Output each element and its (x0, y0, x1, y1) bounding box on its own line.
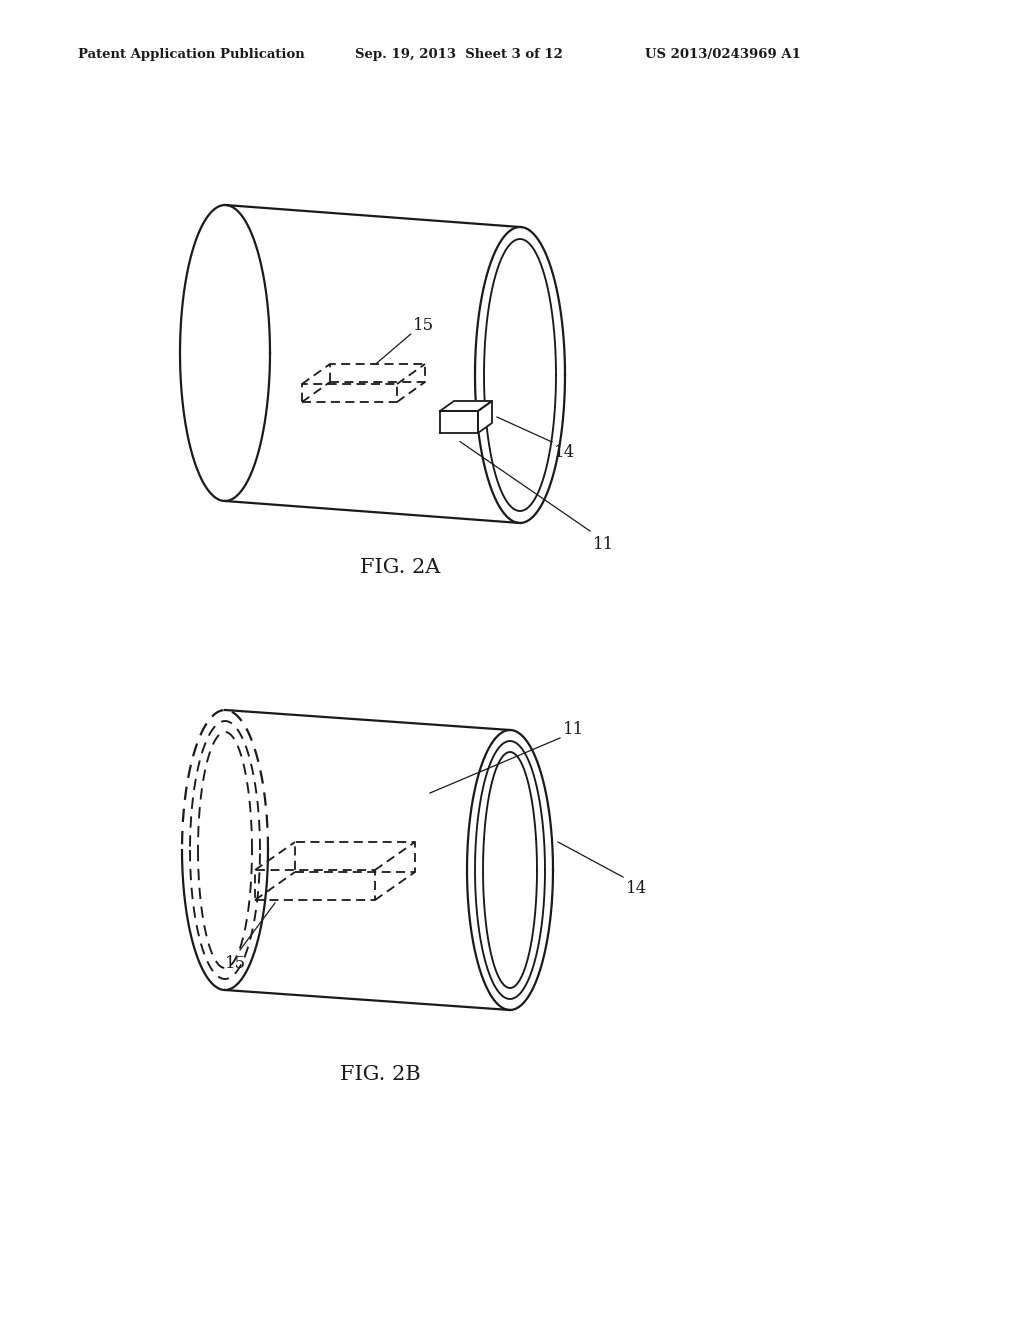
Text: 15: 15 (225, 954, 246, 972)
Text: Sep. 19, 2013  Sheet 3 of 12: Sep. 19, 2013 Sheet 3 of 12 (355, 48, 563, 61)
Text: FIG. 2B: FIG. 2B (340, 1065, 420, 1084)
Polygon shape (440, 401, 492, 411)
Text: Patent Application Publication: Patent Application Publication (78, 48, 305, 61)
Text: 15: 15 (413, 317, 434, 334)
Text: 14: 14 (626, 880, 647, 898)
Polygon shape (478, 401, 492, 433)
Text: 11: 11 (593, 536, 614, 553)
Text: 11: 11 (563, 721, 585, 738)
Text: US 2013/0243969 A1: US 2013/0243969 A1 (645, 48, 801, 61)
Text: 14: 14 (554, 444, 575, 461)
Text: FIG. 2A: FIG. 2A (359, 558, 440, 577)
Polygon shape (440, 411, 478, 433)
